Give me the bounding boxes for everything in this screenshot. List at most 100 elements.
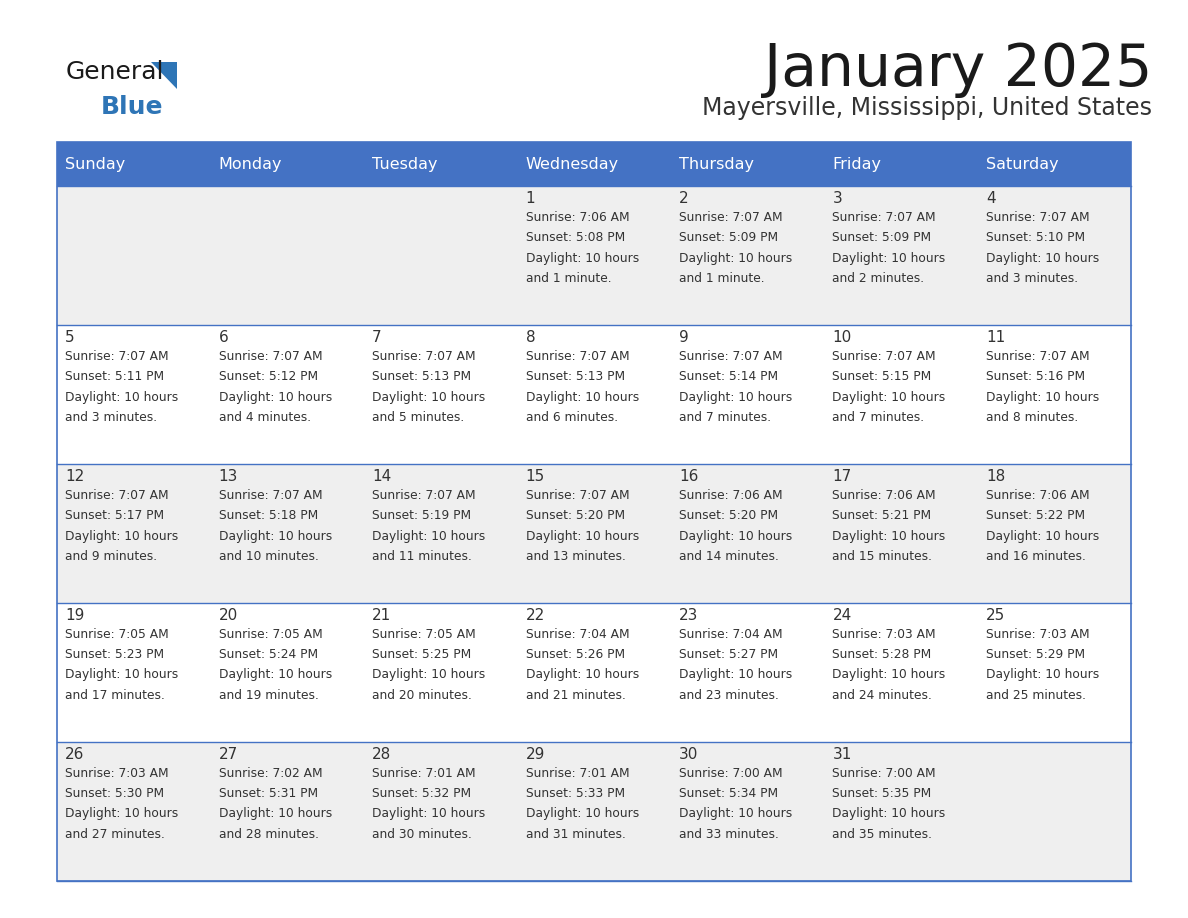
Text: Daylight: 10 hours: Daylight: 10 hours bbox=[680, 530, 792, 543]
Text: Sunset: 5:24 PM: Sunset: 5:24 PM bbox=[219, 648, 318, 661]
Text: Sunrise: 7:03 AM: Sunrise: 7:03 AM bbox=[65, 767, 169, 780]
Text: 22: 22 bbox=[525, 608, 545, 623]
Text: 7: 7 bbox=[372, 330, 381, 345]
Text: Daylight: 10 hours: Daylight: 10 hours bbox=[833, 668, 946, 681]
Text: Thursday: Thursday bbox=[680, 157, 754, 172]
Text: Daylight: 10 hours: Daylight: 10 hours bbox=[986, 668, 1099, 681]
Text: 6: 6 bbox=[219, 330, 228, 345]
Text: Sunrise: 7:07 AM: Sunrise: 7:07 AM bbox=[65, 489, 169, 502]
Text: Daylight: 10 hours: Daylight: 10 hours bbox=[372, 668, 486, 681]
Text: Daylight: 10 hours: Daylight: 10 hours bbox=[372, 808, 486, 821]
Text: and 23 minutes.: and 23 minutes. bbox=[680, 688, 779, 701]
Text: Sunset: 5:35 PM: Sunset: 5:35 PM bbox=[833, 788, 931, 800]
Text: Sunrise: 7:00 AM: Sunrise: 7:00 AM bbox=[680, 767, 783, 780]
Text: and 3 minutes.: and 3 minutes. bbox=[986, 272, 1078, 285]
Text: Sunrise: 7:07 AM: Sunrise: 7:07 AM bbox=[986, 350, 1089, 364]
Text: Daylight: 10 hours: Daylight: 10 hours bbox=[680, 252, 792, 264]
Text: 21: 21 bbox=[372, 608, 391, 623]
Text: Sunrise: 7:07 AM: Sunrise: 7:07 AM bbox=[372, 489, 476, 502]
Text: and 17 minutes.: and 17 minutes. bbox=[65, 688, 165, 701]
Text: Daylight: 10 hours: Daylight: 10 hours bbox=[680, 668, 792, 681]
Text: Sunset: 5:16 PM: Sunset: 5:16 PM bbox=[986, 370, 1085, 384]
Text: and 13 minutes.: and 13 minutes. bbox=[525, 550, 625, 563]
Bar bbox=[57, 142, 1131, 881]
Text: 23: 23 bbox=[680, 608, 699, 623]
Text: General: General bbox=[65, 60, 164, 84]
Text: Sunset: 5:29 PM: Sunset: 5:29 PM bbox=[986, 648, 1085, 661]
Text: Daylight: 10 hours: Daylight: 10 hours bbox=[833, 808, 946, 821]
Text: Sunset: 5:32 PM: Sunset: 5:32 PM bbox=[372, 788, 472, 800]
Text: January 2025: January 2025 bbox=[764, 41, 1152, 98]
Text: Sunset: 5:09 PM: Sunset: 5:09 PM bbox=[680, 231, 778, 244]
Text: and 6 minutes.: and 6 minutes. bbox=[525, 410, 618, 424]
Text: and 35 minutes.: and 35 minutes. bbox=[833, 828, 933, 841]
Text: Monday: Monday bbox=[219, 157, 283, 172]
Text: 4: 4 bbox=[986, 191, 996, 206]
Text: and 31 minutes.: and 31 minutes. bbox=[525, 828, 625, 841]
Text: Sunset: 5:33 PM: Sunset: 5:33 PM bbox=[525, 788, 625, 800]
Text: 20: 20 bbox=[219, 608, 238, 623]
Text: Sunrise: 7:02 AM: Sunrise: 7:02 AM bbox=[219, 767, 322, 780]
Text: 5: 5 bbox=[65, 330, 75, 345]
Text: 30: 30 bbox=[680, 747, 699, 762]
Text: Daylight: 10 hours: Daylight: 10 hours bbox=[986, 390, 1099, 404]
Text: Daylight: 10 hours: Daylight: 10 hours bbox=[372, 530, 486, 543]
Text: and 19 minutes.: and 19 minutes. bbox=[219, 688, 318, 701]
Text: Daylight: 10 hours: Daylight: 10 hours bbox=[219, 530, 331, 543]
Text: 25: 25 bbox=[986, 608, 1005, 623]
Text: Sunrise: 7:07 AM: Sunrise: 7:07 AM bbox=[219, 350, 322, 364]
Text: Sunset: 5:26 PM: Sunset: 5:26 PM bbox=[525, 648, 625, 661]
Text: Sunrise: 7:07 AM: Sunrise: 7:07 AM bbox=[525, 350, 630, 364]
Text: and 27 minutes.: and 27 minutes. bbox=[65, 828, 165, 841]
Text: Daylight: 10 hours: Daylight: 10 hours bbox=[680, 808, 792, 821]
Text: Daylight: 10 hours: Daylight: 10 hours bbox=[65, 808, 178, 821]
Text: Sunset: 5:19 PM: Sunset: 5:19 PM bbox=[372, 509, 472, 522]
Text: Sunrise: 7:01 AM: Sunrise: 7:01 AM bbox=[372, 767, 476, 780]
Text: 11: 11 bbox=[986, 330, 1005, 345]
Bar bbox=[57, 325, 1131, 465]
Text: Sunset: 5:23 PM: Sunset: 5:23 PM bbox=[65, 648, 164, 661]
Text: Sunrise: 7:05 AM: Sunrise: 7:05 AM bbox=[372, 628, 476, 641]
Text: Sunset: 5:27 PM: Sunset: 5:27 PM bbox=[680, 648, 778, 661]
Text: Sunset: 5:08 PM: Sunset: 5:08 PM bbox=[525, 231, 625, 244]
Text: Sunset: 5:11 PM: Sunset: 5:11 PM bbox=[65, 370, 164, 384]
Text: Sunrise: 7:04 AM: Sunrise: 7:04 AM bbox=[525, 628, 630, 641]
Text: Tuesday: Tuesday bbox=[372, 157, 437, 172]
Text: Sunset: 5:18 PM: Sunset: 5:18 PM bbox=[219, 509, 318, 522]
Text: 2: 2 bbox=[680, 191, 689, 206]
Text: Sunrise: 7:05 AM: Sunrise: 7:05 AM bbox=[219, 628, 322, 641]
Text: Sunset: 5:14 PM: Sunset: 5:14 PM bbox=[680, 370, 778, 384]
Text: Sunrise: 7:01 AM: Sunrise: 7:01 AM bbox=[525, 767, 630, 780]
Text: Sunset: 5:15 PM: Sunset: 5:15 PM bbox=[833, 370, 931, 384]
Text: 13: 13 bbox=[219, 469, 238, 484]
Text: Sunrise: 7:07 AM: Sunrise: 7:07 AM bbox=[65, 350, 169, 364]
Text: Sunrise: 7:06 AM: Sunrise: 7:06 AM bbox=[986, 489, 1089, 502]
Text: Sunset: 5:30 PM: Sunset: 5:30 PM bbox=[65, 788, 164, 800]
Text: Sunset: 5:31 PM: Sunset: 5:31 PM bbox=[219, 788, 318, 800]
Text: 10: 10 bbox=[833, 330, 852, 345]
Text: and 16 minutes.: and 16 minutes. bbox=[986, 550, 1086, 563]
Text: Daylight: 10 hours: Daylight: 10 hours bbox=[219, 668, 331, 681]
Text: Daylight: 10 hours: Daylight: 10 hours bbox=[986, 530, 1099, 543]
Text: and 33 minutes.: and 33 minutes. bbox=[680, 828, 779, 841]
Text: Daylight: 10 hours: Daylight: 10 hours bbox=[833, 390, 946, 404]
Text: and 7 minutes.: and 7 minutes. bbox=[833, 410, 924, 424]
Text: Daylight: 10 hours: Daylight: 10 hours bbox=[65, 390, 178, 404]
Text: Sunrise: 7:03 AM: Sunrise: 7:03 AM bbox=[986, 628, 1089, 641]
Text: Sunrise: 7:07 AM: Sunrise: 7:07 AM bbox=[525, 489, 630, 502]
Text: Daylight: 10 hours: Daylight: 10 hours bbox=[525, 252, 639, 264]
Text: Sunrise: 7:07 AM: Sunrise: 7:07 AM bbox=[219, 489, 322, 502]
Text: Sunset: 5:17 PM: Sunset: 5:17 PM bbox=[65, 509, 164, 522]
Text: and 8 minutes.: and 8 minutes. bbox=[986, 410, 1079, 424]
Text: and 21 minutes.: and 21 minutes. bbox=[525, 688, 625, 701]
Bar bbox=[364, 142, 517, 186]
Text: Daylight: 10 hours: Daylight: 10 hours bbox=[525, 808, 639, 821]
Text: Sunrise: 7:05 AM: Sunrise: 7:05 AM bbox=[65, 628, 169, 641]
Text: 14: 14 bbox=[372, 469, 391, 484]
Text: Sunrise: 7:07 AM: Sunrise: 7:07 AM bbox=[833, 211, 936, 224]
Text: Daylight: 10 hours: Daylight: 10 hours bbox=[833, 530, 946, 543]
Text: and 30 minutes.: and 30 minutes. bbox=[372, 828, 472, 841]
Text: Sunset: 5:21 PM: Sunset: 5:21 PM bbox=[833, 509, 931, 522]
Text: Sunrise: 7:07 AM: Sunrise: 7:07 AM bbox=[680, 350, 783, 364]
Text: Sunset: 5:34 PM: Sunset: 5:34 PM bbox=[680, 788, 778, 800]
